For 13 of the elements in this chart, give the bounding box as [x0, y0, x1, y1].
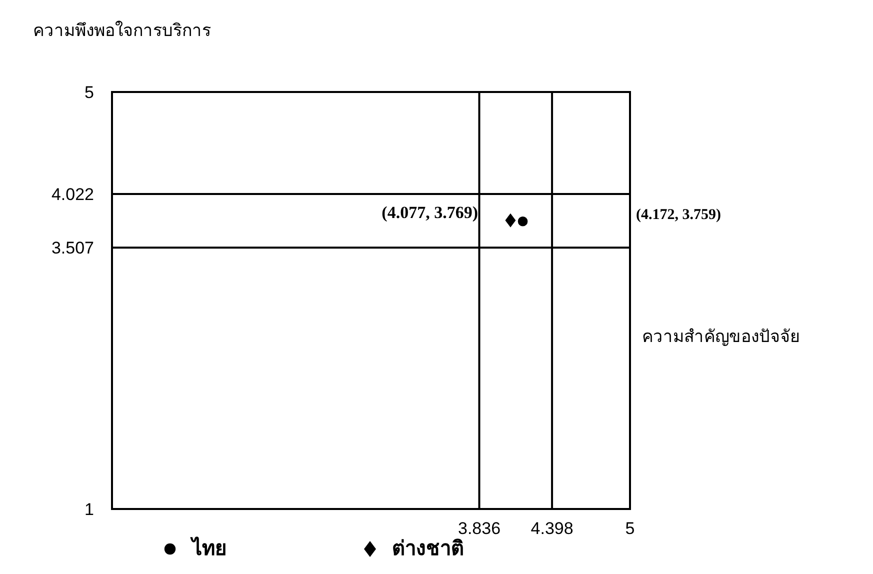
- annotation: (4.077, 3.769): [382, 203, 478, 222]
- y-tick-label: 5: [84, 83, 94, 102]
- y-axis-title: ความพึงพอใจการบริการ: [33, 20, 211, 40]
- y-tick-label: 4.022: [51, 184, 94, 204]
- y-tick-label: 3.507: [51, 238, 94, 258]
- x-axis-title: ความสำคัญของปัจจัย: [642, 327, 800, 346]
- x-tick-label: 4.398: [530, 519, 574, 538]
- legend-label: ไทย: [190, 536, 227, 560]
- text: (4.172, 3.759): [636, 207, 721, 223]
- x-tick-label: 5: [625, 519, 635, 538]
- x-tick-label: 3.836: [458, 519, 501, 538]
- y-tick-label: 1: [84, 500, 94, 519]
- legend-label: ต่างชาติ: [392, 538, 464, 560]
